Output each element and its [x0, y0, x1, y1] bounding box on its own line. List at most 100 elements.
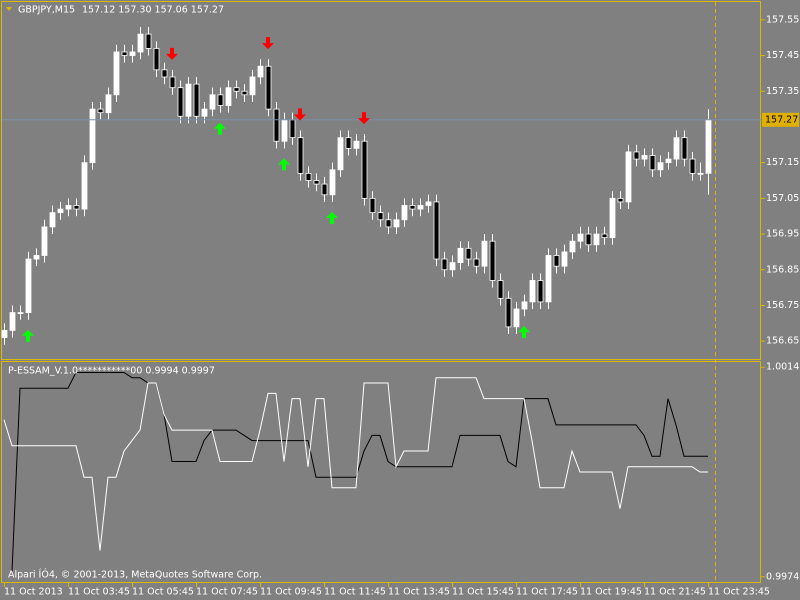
x-tick-label: 11 Oct 09:45: [260, 587, 322, 598]
candle-body: [409, 205, 416, 210]
x-tick-label: 11 Oct 21:45: [644, 587, 706, 598]
candle-body: [481, 240, 488, 267]
candle-body: [473, 258, 480, 267]
sell-arrow: [166, 47, 178, 60]
candle-body: [569, 240, 576, 253]
x-tick-label: 11 Oct 03:45: [68, 587, 130, 598]
y-tick-label: 157.45: [766, 50, 799, 61]
candle-body: [145, 33, 152, 49]
copyright: Alpari ÍÓ4, © 2001-2013, MetaQuotes Soft…: [8, 569, 262, 581]
candle-body: [465, 247, 472, 260]
candle-body: [337, 137, 344, 171]
candle-body: [505, 297, 512, 328]
candle-body: [537, 280, 544, 303]
candle-body: [353, 140, 360, 149]
candle-body: [681, 137, 688, 160]
x-tick-label: 11 Oct 2013: [4, 587, 63, 598]
candle-body: [65, 205, 72, 210]
candle-body: [433, 201, 440, 260]
buy-arrow: [278, 158, 290, 171]
candle-body: [105, 94, 112, 114]
candle-body: [1, 330, 8, 338]
candle-body: [497, 280, 504, 299]
candle-body: [657, 162, 664, 171]
candle-body: [369, 197, 376, 214]
candle-body: [601, 233, 608, 239]
sell-arrow: [262, 37, 274, 50]
candle-body: [201, 108, 208, 117]
candle-body: [97, 108, 104, 114]
candle-body: [177, 87, 184, 117]
candle-body: [121, 51, 128, 56]
indicator-line: [3, 377, 708, 551]
candle-body: [289, 119, 296, 139]
candle-body: [249, 76, 256, 96]
candle-body: [633, 151, 640, 160]
price-label: 157.27: [765, 114, 798, 125]
candle-body: [577, 233, 584, 242]
candle-body: [585, 233, 592, 246]
candle-body: [305, 172, 312, 181]
y-tick-label: 157.05: [766, 193, 799, 204]
candle-body: [617, 197, 624, 203]
candle-body: [377, 212, 384, 221]
candle-body: [265, 65, 272, 110]
candle-body: [193, 83, 200, 117]
candle-body: [233, 87, 240, 92]
x-tick-label: 11 Oct 23:45: [708, 587, 770, 598]
candle-body: [417, 205, 424, 210]
candle-body: [345, 137, 352, 149]
candle-body: [649, 155, 656, 171]
candle-body: [281, 119, 288, 142]
symbol-title: GBPJPY,M15: [18, 5, 75, 16]
candle-body: [73, 205, 80, 210]
candle-body: [689, 158, 696, 174]
ohlc-text: 157.12 157.30 157.06 157.27: [82, 5, 224, 16]
y-tick-label: 156.85: [766, 264, 799, 275]
candle-body: [321, 183, 328, 196]
buy-arrow: [22, 329, 34, 342]
x-tick-label: 11 Oct 17:45: [516, 587, 578, 598]
candle-body: [641, 155, 648, 160]
buy-arrow: [518, 326, 530, 339]
sell-arrow: [358, 112, 370, 125]
candle-body: [9, 312, 16, 331]
candle-body: [593, 233, 600, 246]
candle-body: [209, 94, 216, 110]
y-tick-label: 157.35: [766, 86, 799, 97]
price-panel-frame: [1, 1, 761, 360]
candle-body: [553, 255, 560, 267]
panel-menu-icon[interactable]: [6, 7, 12, 11]
y-tick-label: 156.95: [766, 229, 799, 240]
candle-body: [385, 219, 392, 228]
candle-body: [137, 33, 144, 53]
candle-body: [545, 255, 552, 303]
x-tick-label: 11 Oct 15:45: [452, 587, 514, 598]
candle-body: [257, 65, 264, 78]
sell-arrow: [294, 108, 306, 121]
candle-body: [241, 90, 248, 96]
candle-body: [697, 172, 704, 175]
candle-body: [521, 301, 528, 310]
candle-body: [25, 258, 32, 313]
candle-body: [457, 247, 464, 264]
candle-body: [185, 83, 192, 117]
indicator-title: P-ESSAM_V.1.0***********00 0.9994 0.9997: [8, 366, 215, 377]
x-tick-label: 11 Oct 05:45: [132, 587, 194, 598]
candle-body: [129, 51, 136, 56]
candle-body: [513, 308, 520, 328]
candle-body: [393, 219, 400, 228]
candle-body: [273, 108, 280, 142]
x-tick-label: 11 Oct 19:45: [580, 587, 642, 598]
candle-body: [441, 258, 448, 271]
buy-arrow: [326, 211, 338, 224]
candle-body: [217, 94, 224, 106]
candle-body: [625, 151, 632, 203]
y-tick-label: 1.0014: [766, 362, 799, 373]
candle-body: [89, 108, 96, 164]
candle-body: [561, 251, 568, 267]
candle-body: [609, 197, 616, 239]
